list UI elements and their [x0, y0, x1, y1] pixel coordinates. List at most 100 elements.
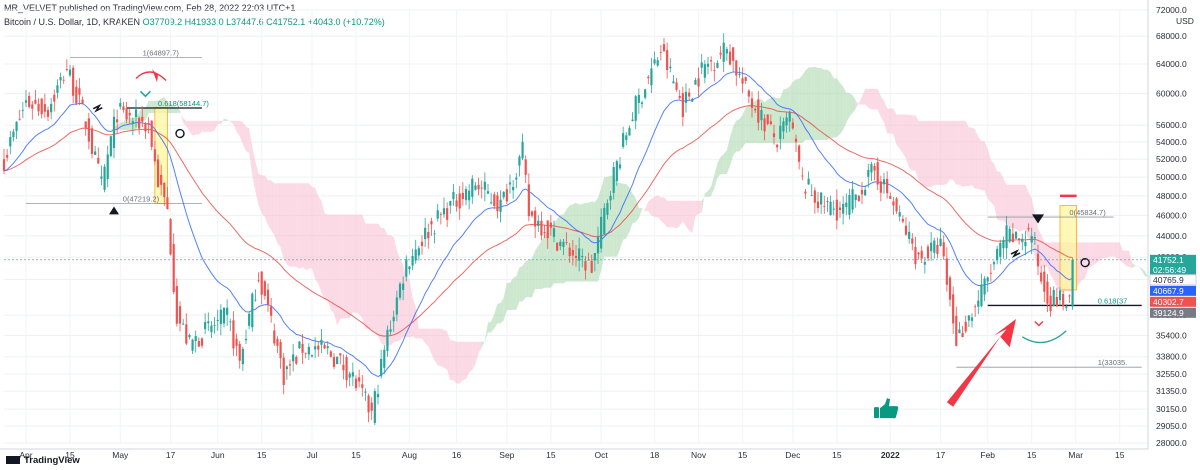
candle-body: [238, 343, 241, 361]
x-tick-label: Nov: [691, 450, 707, 460]
cloud-segment: [723, 150, 727, 175]
cloud-segment: [962, 120, 966, 187]
cloud-segment: [305, 183, 309, 271]
cloud-segment: [220, 118, 224, 125]
candle-body: [310, 355, 314, 357]
candle-body: [1055, 296, 1058, 307]
candle-body: [681, 93, 684, 118]
candle-body: [722, 42, 725, 62]
candle-body: [298, 341, 301, 349]
candle-body: [628, 127, 631, 136]
x-tick-label: 15: [351, 450, 361, 460]
candle-body: [1062, 294, 1065, 307]
candle-body: [801, 175, 804, 177]
cloud-segment: [403, 265, 407, 338]
cloud-segment: [126, 117, 130, 131]
candle-body: [879, 181, 882, 193]
candle-body: [342, 364, 345, 371]
candle-body: [644, 89, 647, 98]
candle-body: [138, 117, 141, 129]
candle-body: [527, 184, 530, 217]
candle-body: [864, 189, 867, 196]
candle-body: [854, 194, 857, 201]
candle-body: [75, 86, 78, 104]
cloud-segment: [1119, 242, 1123, 263]
price-tag-2: 40667.9: [1150, 285, 1196, 296]
candle-body: [50, 103, 53, 113]
y-tick-label: 46000.0: [1156, 210, 1187, 220]
cloud-segment: [764, 99, 768, 144]
cloud-segment: [374, 223, 378, 337]
price-tag-sub: 02:56:49: [1153, 265, 1186, 275]
candle-body: [471, 178, 474, 197]
cloud-segment: [1082, 242, 1086, 280]
cloud-segment: [472, 341, 476, 370]
cloud-segment: [594, 197, 598, 282]
cloud-segment: [440, 328, 444, 368]
cloud-segment: [95, 146, 99, 151]
cloud-segment: [862, 88, 866, 105]
cloud-segment: [283, 183, 287, 265]
cloud-segment: [308, 183, 312, 269]
cloud-segment: [956, 120, 960, 185]
cloud-segment: [1116, 242, 1120, 261]
cloud-segment: [151, 100, 155, 114]
x-tick-label: Oct: [595, 450, 609, 460]
candle-body: [534, 210, 537, 227]
candle-body: [134, 109, 138, 118]
candle-body: [314, 346, 317, 350]
cloud-segment: [1097, 242, 1101, 262]
candle-body: [266, 289, 270, 306]
cloud-segment: [475, 341, 479, 365]
candle-body: [383, 349, 386, 368]
cloud-segment: [1141, 267, 1145, 277]
cloud-segment: [667, 200, 671, 228]
candle-body: [452, 191, 455, 200]
candle-body: [640, 102, 644, 104]
cloud-segment: [192, 120, 196, 136]
candle-body: [578, 248, 581, 261]
x-tick-label: Dec: [785, 450, 801, 460]
cloud-segment: [814, 66, 818, 140]
cloud-segment: [290, 183, 294, 267]
yellow-zone-feb: [1059, 205, 1077, 291]
cloud-segment: [334, 214, 338, 326]
candle-body: [816, 201, 820, 208]
candle-body: [706, 63, 710, 67]
candle-body: [260, 271, 263, 295]
symbol-title: Bitcoin / U.S. Dollar, 1D, KRAKEN: [4, 17, 141, 27]
candle-body: [226, 307, 229, 315]
candle-body: [81, 99, 84, 105]
candle-body: [1068, 295, 1071, 297]
candle-body: [747, 90, 750, 97]
cloud-segment: [1126, 250, 1130, 267]
cloud-segment: [912, 115, 916, 171]
cloud-segment: [1110, 242, 1114, 257]
teal-curve-arrow: [1021, 330, 1067, 344]
cloud-segment: [877, 88, 881, 118]
cloud-segment: [613, 175, 617, 257]
cloud-segment: [629, 187, 633, 232]
fib-label: 1(33035.: [1098, 358, 1128, 367]
candle-body: [735, 60, 738, 76]
candle-body: [1049, 295, 1052, 311]
y-tick-label: 60000.0: [1156, 89, 1187, 99]
cloud-segment: [928, 120, 932, 188]
cloud-segment: [899, 114, 903, 154]
candle-body: [345, 357, 348, 381]
candle-body: [895, 198, 898, 212]
candle-body: [876, 162, 879, 185]
candle-body: [336, 356, 339, 365]
candle-body: [433, 233, 436, 235]
candle-body: [1052, 290, 1055, 307]
price-tag-bg: [1150, 296, 1196, 307]
cloud-segment: [827, 69, 831, 140]
candle-body: [458, 193, 461, 209]
candle-body: [219, 309, 222, 325]
cloud-segment: [387, 235, 391, 346]
candle-body: [248, 313, 251, 326]
x-tick-label: Aug: [402, 450, 417, 460]
x-tick-label: Feb: [980, 450, 995, 460]
cloud-segment: [648, 198, 652, 216]
